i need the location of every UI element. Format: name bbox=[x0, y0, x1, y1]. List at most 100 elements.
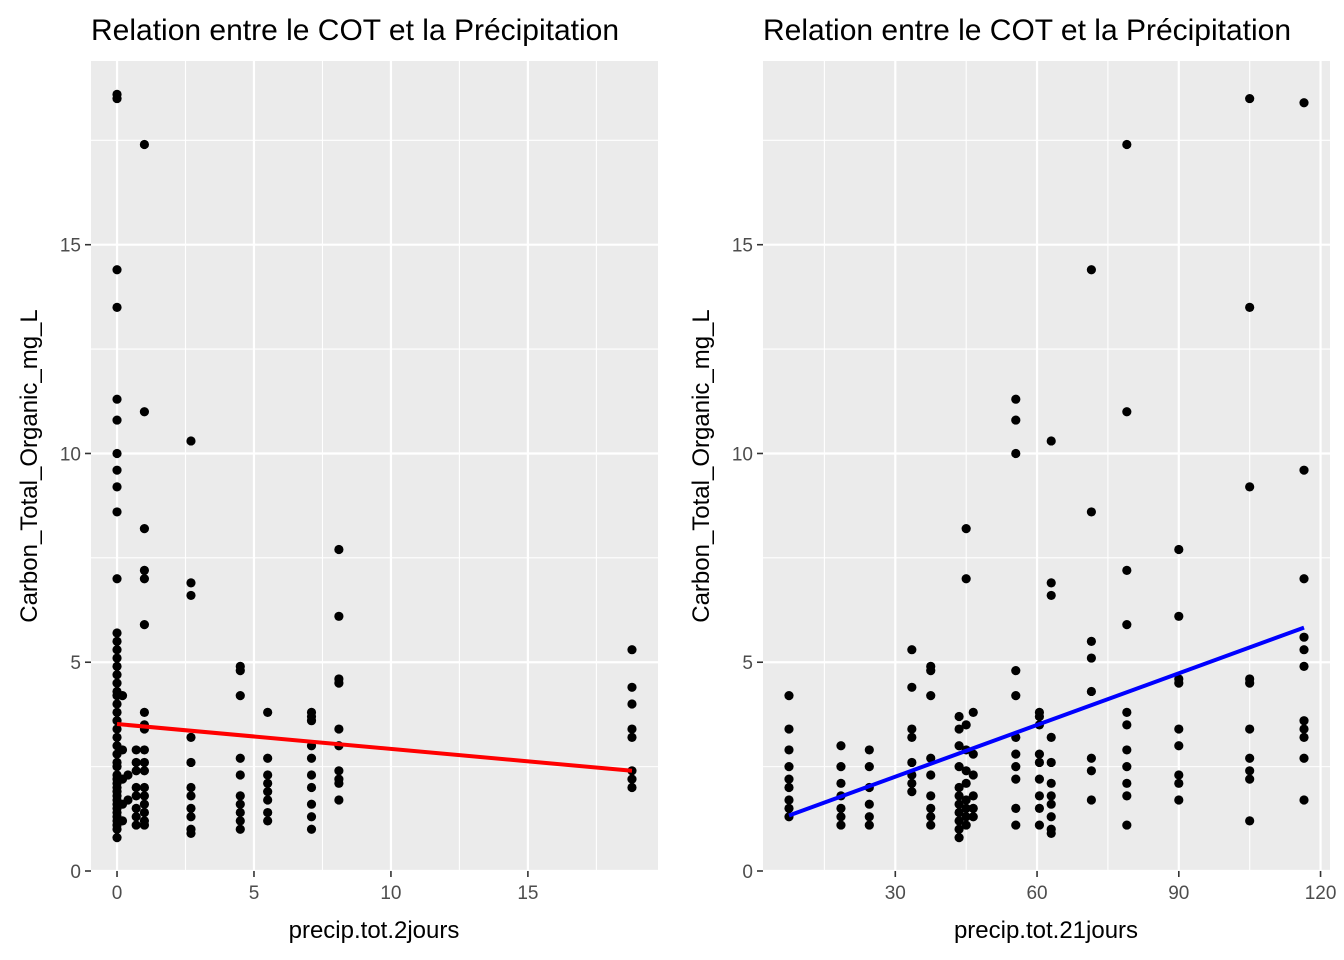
data-point bbox=[627, 766, 637, 776]
data-point bbox=[907, 682, 917, 692]
data-point bbox=[954, 782, 964, 793]
data-point bbox=[131, 782, 141, 793]
data-point bbox=[131, 745, 141, 755]
data-point bbox=[627, 699, 637, 709]
y-tick-label: 0 bbox=[70, 862, 81, 883]
data-point bbox=[1122, 778, 1132, 788]
data-point bbox=[627, 774, 637, 784]
data-point bbox=[1245, 766, 1255, 776]
data-point bbox=[1299, 645, 1309, 655]
data-point bbox=[627, 732, 637, 742]
data-point bbox=[263, 770, 273, 780]
data-point bbox=[954, 799, 964, 809]
data-point bbox=[1046, 799, 1056, 809]
data-point bbox=[1174, 678, 1184, 688]
data-point bbox=[968, 791, 978, 801]
data-point bbox=[1011, 749, 1021, 759]
data-point bbox=[954, 791, 964, 801]
x-tick-label: 15 bbox=[517, 883, 538, 904]
data-point bbox=[235, 691, 245, 701]
data-point bbox=[112, 678, 122, 688]
data-point bbox=[836, 820, 846, 830]
data-point bbox=[186, 757, 196, 768]
data-point bbox=[1086, 766, 1096, 776]
data-point bbox=[1299, 753, 1309, 763]
data-point bbox=[112, 645, 122, 655]
data-point bbox=[1034, 749, 1045, 759]
data-point bbox=[1299, 724, 1309, 734]
data-point bbox=[139, 139, 150, 150]
data-point bbox=[1086, 636, 1096, 646]
data-point bbox=[112, 302, 122, 312]
data-point bbox=[131, 766, 141, 776]
data-point bbox=[1046, 590, 1056, 601]
regression-line bbox=[788, 625, 1305, 818]
data-point bbox=[1299, 98, 1309, 108]
data-point bbox=[235, 791, 245, 801]
data-point bbox=[131, 791, 141, 801]
data-point bbox=[1046, 828, 1056, 839]
data-point bbox=[968, 707, 978, 717]
data-point bbox=[1174, 795, 1184, 805]
data-point bbox=[961, 812, 971, 822]
data-point bbox=[1174, 741, 1184, 751]
data-point bbox=[139, 766, 150, 776]
data-point bbox=[235, 753, 245, 763]
x-axis-title-right: precip.tot.21jours bbox=[954, 917, 1138, 944]
data-point bbox=[864, 812, 874, 822]
data-point bbox=[306, 812, 317, 822]
chart-title-left: Relation entre le COT et la Précipitatio… bbox=[91, 14, 619, 47]
data-point bbox=[784, 724, 794, 734]
data-point bbox=[1122, 139, 1132, 150]
data-point bbox=[627, 682, 637, 692]
data-point bbox=[926, 803, 936, 813]
data-point bbox=[306, 824, 317, 834]
data-point bbox=[112, 833, 122, 843]
data-point bbox=[961, 820, 971, 830]
data-point bbox=[186, 812, 196, 822]
data-point bbox=[123, 795, 133, 805]
x-tick-label: 5 bbox=[249, 883, 260, 904]
data-point bbox=[139, 620, 150, 630]
data-point bbox=[186, 791, 196, 801]
data-point bbox=[334, 611, 344, 621]
data-point bbox=[1011, 691, 1021, 701]
data-point bbox=[1034, 711, 1045, 722]
data-point bbox=[112, 732, 122, 742]
data-point bbox=[139, 574, 150, 584]
data-point bbox=[1174, 724, 1184, 734]
trend-line-right bbox=[788, 625, 1305, 818]
x-tick-label: 60 bbox=[1026, 883, 1047, 904]
data-point bbox=[1245, 482, 1255, 492]
data-point bbox=[334, 766, 344, 776]
data-point bbox=[961, 795, 971, 805]
data-point bbox=[334, 544, 344, 555]
data-point bbox=[139, 757, 150, 768]
x-tick-label: 10 bbox=[380, 883, 401, 904]
data-point bbox=[954, 762, 964, 772]
data-point bbox=[112, 636, 122, 646]
data-point bbox=[1245, 753, 1255, 763]
data-point bbox=[1174, 770, 1184, 780]
x-tick-label: 0 bbox=[112, 883, 123, 904]
data-point bbox=[926, 770, 936, 780]
data-point bbox=[784, 762, 794, 772]
data-point bbox=[836, 812, 846, 822]
data-point bbox=[112, 265, 122, 275]
data-point bbox=[627, 645, 637, 655]
data-point bbox=[1086, 753, 1096, 763]
data-point bbox=[1046, 791, 1056, 801]
data-point bbox=[139, 745, 150, 755]
data-point bbox=[907, 787, 917, 797]
data-point bbox=[1122, 707, 1132, 717]
data-point bbox=[907, 724, 917, 734]
trend-line-left bbox=[116, 722, 633, 773]
data-point bbox=[1046, 732, 1056, 742]
data-point bbox=[306, 770, 317, 780]
data-point bbox=[263, 778, 273, 788]
data-point bbox=[784, 774, 794, 784]
data-point bbox=[1245, 678, 1255, 688]
data-point bbox=[139, 524, 150, 534]
data-point bbox=[961, 720, 971, 730]
